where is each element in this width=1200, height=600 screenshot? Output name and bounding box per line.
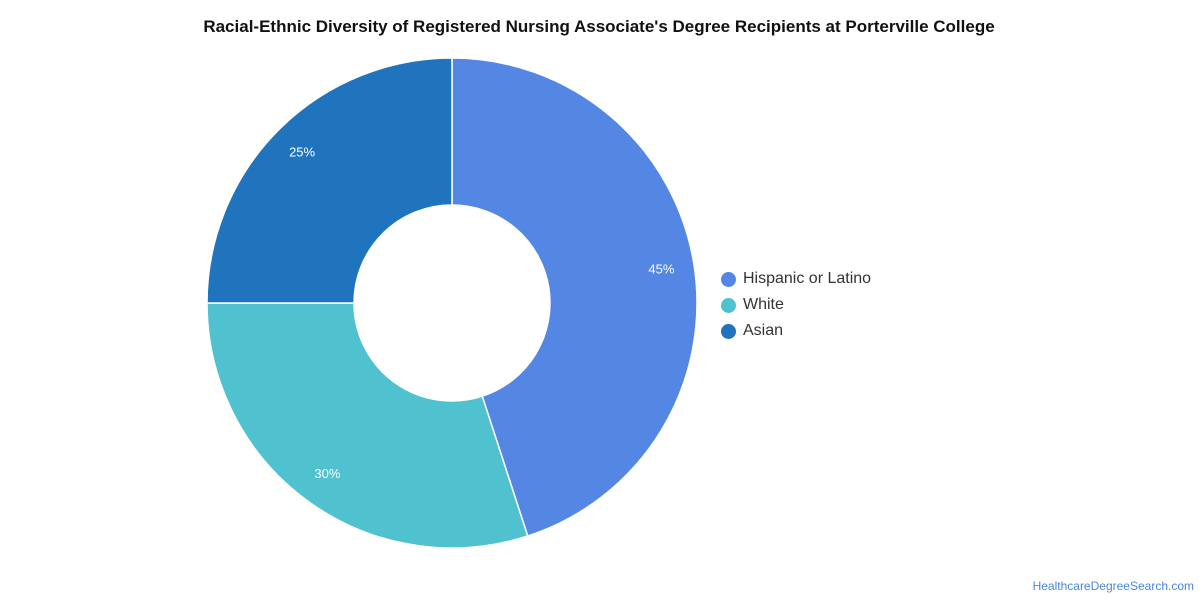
chart-title: Racial-Ethnic Diversity of Registered Nu… xyxy=(203,17,995,36)
source-link[interactable]: HealthcareDegreeSearch.com xyxy=(1032,579,1194,593)
slice-value-label: 25% xyxy=(289,145,315,160)
legend-label: White xyxy=(743,296,784,313)
legend-swatch xyxy=(721,323,736,339)
slice-value-label: 45% xyxy=(648,261,674,276)
legend-item-white[interactable]: White xyxy=(721,292,871,318)
slice-value-label: 30% xyxy=(314,466,340,481)
legend-label: Asian xyxy=(743,322,784,339)
legend-swatch xyxy=(721,297,736,313)
legend: Hispanic or Latino White Asian xyxy=(721,266,871,344)
legend-label: Hispanic or Latino xyxy=(743,270,872,287)
donut-slice-hispanic-or-latino[interactable] xyxy=(451,57,698,537)
donut-slice-white[interactable] xyxy=(206,302,529,549)
legend-swatch xyxy=(721,271,736,287)
legend-item-asian[interactable]: Asian xyxy=(721,318,871,344)
donut-slice-asian[interactable] xyxy=(206,57,453,304)
legend-item-hispanic-or-latino[interactable]: Hispanic or Latino xyxy=(721,266,871,292)
